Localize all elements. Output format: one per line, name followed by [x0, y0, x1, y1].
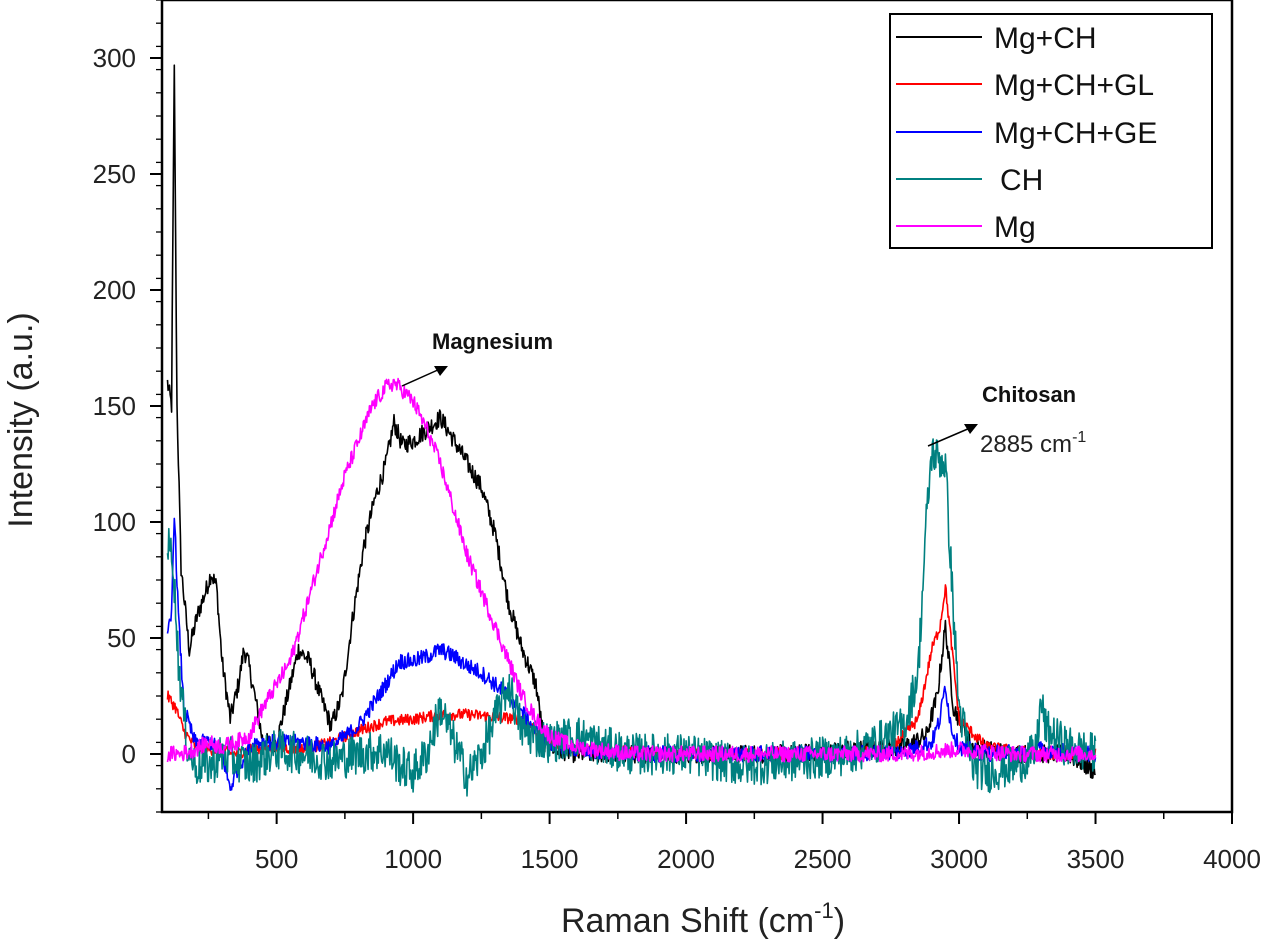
legend-entry-mg: Mg: [896, 211, 1036, 244]
chitosan-arrow-line: [927, 427, 971, 447]
series-line-ch: [166, 438, 1097, 797]
series-line-mg-ch: [166, 64, 1097, 779]
y-tick-label: 50: [107, 623, 136, 653]
y-tick-label: 0: [122, 739, 136, 769]
chitosan-label: Chitosan: [982, 382, 1076, 407]
chitosan-wavenumber: 2885 cm-1: [980, 429, 1086, 458]
y-tick-label: 300: [93, 43, 136, 73]
legend-label: Mg+CH: [994, 22, 1097, 55]
legend-label: Mg: [994, 211, 1036, 244]
x-tick-label: 3500: [1067, 844, 1125, 874]
y-tick-label: 250: [93, 159, 136, 189]
x-tick-label: 2000: [657, 844, 715, 874]
y-tick-label: 100: [93, 507, 136, 537]
x-tick-label: 4000: [1203, 844, 1261, 874]
legend-entry-mg-ch: Mg+CH: [896, 22, 1097, 55]
y-axis-title: Intensity (a.u.): [2, 312, 40, 527]
y-tick-label: 150: [93, 391, 136, 421]
legend-entry-mg-ch-ge: Mg+CH+GE: [896, 117, 1157, 150]
plot-frame: [160, 0, 1234, 814]
x-tick-label: 500: [255, 844, 298, 874]
x-axis-title: Raman Shift (cm-1): [561, 898, 845, 940]
y-tick-label: 200: [93, 275, 136, 305]
legend-label: Mg+CH+GL: [994, 69, 1154, 102]
x-tick-label: 3000: [930, 844, 988, 874]
ticks-layer: 500 1000 1500 2000 2500 3000 3500 4000 0 50 100 150…: [93, 0, 1261, 874]
x-tick-label: 1500: [521, 844, 579, 874]
magnesium-annotation: Magnesium: [401, 329, 553, 387]
legend-label: Mg+CH+GE: [994, 117, 1157, 150]
x-tick-label: 1000: [384, 844, 442, 874]
magnesium-label: Magnesium: [432, 329, 553, 354]
legend: Mg+CH Mg+CH+GL Mg+CH+GE CH Mg: [889, 13, 1213, 249]
magnesium-arrow-head: [434, 366, 448, 376]
magnesium-arrow-line: [401, 368, 441, 387]
chitosan-arrow-head: [964, 424, 978, 434]
chitosan-annotation: Chitosan 2885 cm-1: [927, 382, 1086, 458]
legend-entry-ch: CH: [896, 164, 1043, 197]
legend-label: CH: [1000, 164, 1043, 197]
series-line-mg: [166, 377, 1097, 763]
legend-entry-mg-ch-gl: Mg+CH+GL: [896, 69, 1154, 102]
series-layer: [166, 64, 1097, 797]
x-tick-label: 2500: [794, 844, 852, 874]
